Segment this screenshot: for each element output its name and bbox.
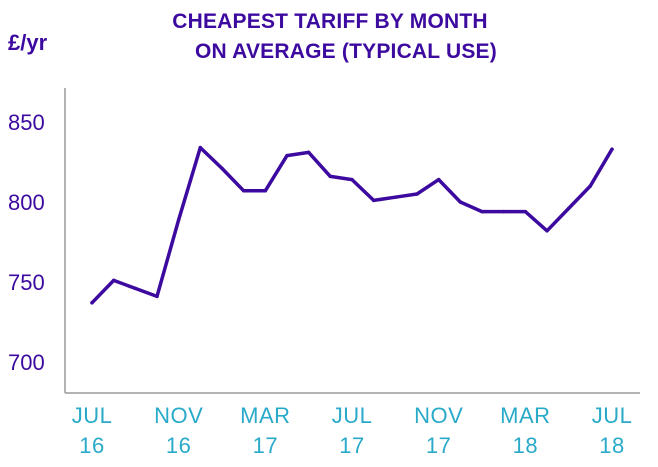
data-point-jun-17: [328, 174, 333, 179]
x-tick-label-year: 17: [426, 433, 451, 458]
series-line-0: [90, 145, 614, 305]
data-point-nov-16: [176, 217, 181, 222]
x-tick-label-year: 16: [166, 433, 191, 458]
data-point-dec-17: [458, 200, 463, 204]
x-tick-label-year: 17: [339, 433, 364, 458]
x-tick-label-month: NOV: [154, 403, 203, 428]
data-point-apr-18: [545, 229, 549, 233]
axes: [64, 88, 640, 394]
x-tick-label-year: 18: [513, 433, 538, 458]
x-tick-label-month: JUL: [592, 403, 633, 428]
data-point-jan-18: [480, 209, 484, 214]
y-tick-labels: 700 750 800 850: [8, 110, 45, 375]
x-tick-label-year: 18: [599, 433, 624, 458]
x-tick-label-month: JUL: [332, 403, 373, 428]
data-point-sep-16: [133, 286, 138, 291]
series-layer: [90, 145, 614, 305]
data-point-apr-17: [285, 153, 289, 158]
y-axis-unit-label: £/yr: [8, 30, 48, 55]
y-tick-label-750: 750: [8, 270, 45, 295]
data-point-dec-16: [198, 145, 203, 150]
data-point-mar-18: [523, 209, 528, 214]
data-point-jul-16: [90, 301, 94, 305]
data-point-aug-17: [371, 198, 376, 203]
chart-title-line-1: CHEAPEST TARIFF BY MONTH: [172, 10, 488, 33]
x-tick-labels: JUL 16 NOV 16 MAR 17 JUL 17 NOV 17 MAR 18 JUL 18: [72, 403, 633, 458]
y-tick-label-800: 800: [8, 190, 45, 215]
data-point-jul-17: [350, 177, 354, 182]
data-point-nov-17: [436, 177, 441, 182]
x-tick-label-year: 17: [253, 433, 278, 458]
data-point-oct-16: [155, 294, 159, 299]
x-tick-label-month: NOV: [414, 403, 463, 428]
y-tick-label-700: 700: [8, 350, 45, 375]
data-point-may-18: [566, 206, 571, 211]
data-point-jul-18: [610, 147, 614, 151]
data-point-mar-17: [263, 189, 268, 193]
x-tick-label-month: JUL: [72, 403, 113, 428]
data-point-jan-17: [220, 166, 224, 171]
data-point-aug-16: [111, 278, 116, 283]
data-point-sep-17: [393, 195, 398, 199]
data-point-jun-18: [588, 184, 593, 188]
chart-title-line-2: ON AVERAGE (TYPICAL USE): [195, 40, 497, 63]
data-point-oct-17: [415, 192, 419, 196]
data-point-feb-17: [241, 189, 246, 193]
x-tick-label-year: 16: [79, 433, 104, 458]
x-tick-label-month: MAR: [240, 403, 290, 428]
x-tick-label-month: MAR: [500, 403, 550, 428]
data-point-may-17: [306, 150, 311, 155]
data-point-feb-18: [501, 209, 506, 214]
y-tick-label-850: 850: [8, 110, 45, 135]
